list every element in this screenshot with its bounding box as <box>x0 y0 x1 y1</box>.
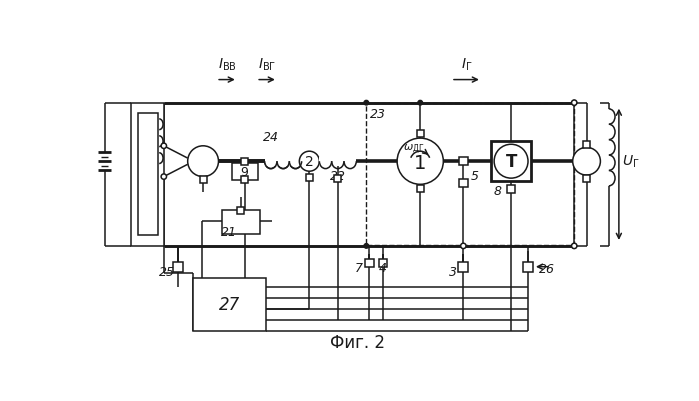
Text: $I_{\text{ВВ}}$: $I_{\text{ВВ}}$ <box>217 56 236 73</box>
Text: 4: 4 <box>380 262 387 275</box>
Bar <box>222 211 260 234</box>
Circle shape <box>188 146 219 177</box>
Bar <box>491 142 531 182</box>
Bar <box>459 179 468 188</box>
Text: 25: 25 <box>159 265 175 279</box>
Bar <box>173 262 182 272</box>
Text: Фиг. 2: Фиг. 2 <box>331 334 385 352</box>
Text: 5: 5 <box>471 169 479 182</box>
Bar <box>306 174 313 181</box>
Text: 22: 22 <box>330 170 346 182</box>
Bar <box>241 177 248 184</box>
Text: $\omega_{\text{ДГ}}$: $\omega_{\text{ДГ}}$ <box>403 142 425 154</box>
Text: 24: 24 <box>263 131 279 144</box>
Bar <box>231 163 258 180</box>
Text: 2: 2 <box>305 155 314 169</box>
Bar <box>131 103 164 246</box>
Circle shape <box>364 101 368 106</box>
Bar <box>507 185 515 194</box>
Circle shape <box>418 101 422 106</box>
Text: Т: Т <box>505 153 517 171</box>
Circle shape <box>299 152 319 172</box>
Circle shape <box>572 101 577 106</box>
Bar <box>459 262 468 272</box>
Circle shape <box>572 243 577 249</box>
Text: 26: 26 <box>539 262 555 275</box>
Text: 8: 8 <box>493 184 501 197</box>
Bar <box>583 142 590 148</box>
Text: 21: 21 <box>222 226 237 239</box>
Circle shape <box>364 244 368 249</box>
Bar <box>334 175 341 182</box>
Circle shape <box>572 244 577 249</box>
Text: 3: 3 <box>449 265 456 279</box>
Bar <box>238 207 244 215</box>
Bar <box>366 103 574 245</box>
Bar <box>319 157 356 166</box>
Bar <box>138 114 158 235</box>
Bar <box>523 262 533 272</box>
Text: 27: 27 <box>219 296 240 314</box>
Text: 1: 1 <box>414 154 426 173</box>
Circle shape <box>494 145 528 179</box>
Bar <box>365 259 374 267</box>
Text: $U_{\text{Г}}$: $U_{\text{Г}}$ <box>622 154 640 170</box>
Circle shape <box>572 101 577 106</box>
Text: $I_{\text{ВГ}}$: $I_{\text{ВГ}}$ <box>258 56 276 73</box>
Bar <box>583 175 590 182</box>
Text: 23: 23 <box>370 107 386 120</box>
Bar <box>200 177 206 184</box>
Circle shape <box>461 243 466 249</box>
Text: $I_{\text{Г}}$: $I_{\text{Г}}$ <box>461 56 472 73</box>
Circle shape <box>397 139 443 185</box>
Bar <box>417 131 424 138</box>
Bar <box>265 157 302 166</box>
Bar <box>417 186 424 193</box>
Text: 9: 9 <box>240 165 249 178</box>
Circle shape <box>572 148 600 176</box>
Circle shape <box>161 174 166 180</box>
Bar <box>379 259 387 267</box>
Circle shape <box>161 144 166 149</box>
Text: 7: 7 <box>354 261 363 274</box>
Bar <box>459 158 468 166</box>
Bar <box>241 158 248 165</box>
Bar <box>193 279 266 331</box>
